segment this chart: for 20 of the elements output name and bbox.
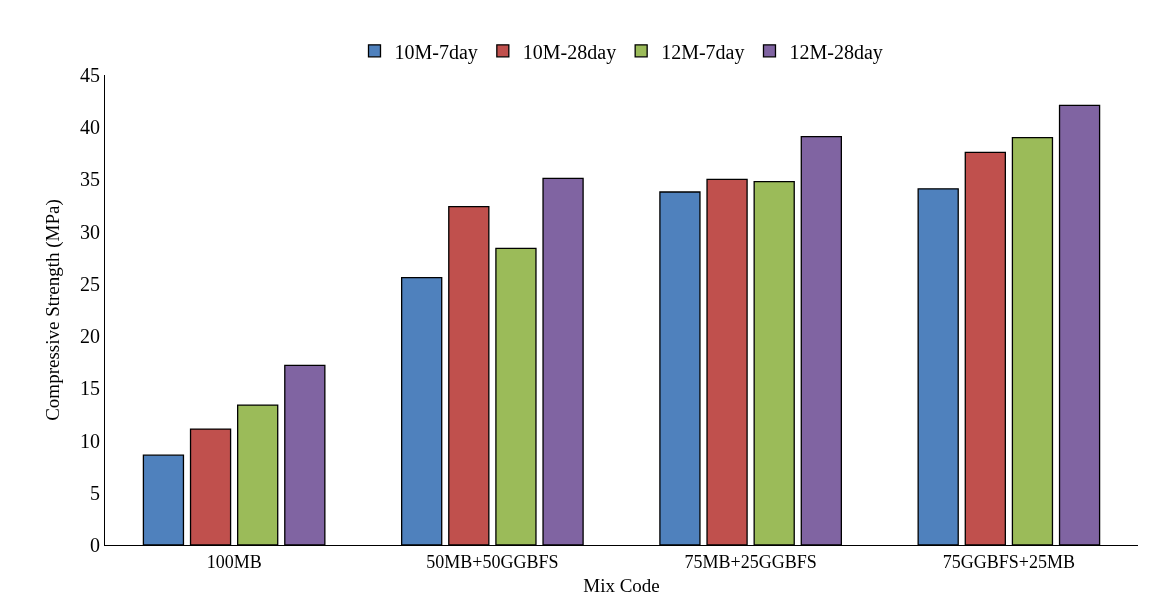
legend-label: 10M-28day <box>522 40 617 64</box>
y-tick-label: 5 <box>90 481 100 504</box>
y-tick-label: 10 <box>80 429 100 452</box>
y-tick-label: 30 <box>80 220 100 243</box>
legend-label: 12M-28day <box>789 40 883 64</box>
y-tick-label: 0 <box>90 534 100 556</box>
y-axis-title: Compressive Strength (MPa) <box>41 199 64 421</box>
y-tick-label: 35 <box>80 168 100 191</box>
y-tick-label: 25 <box>80 272 100 295</box>
legend-label: 10M-7day <box>394 40 478 64</box>
y-tick-label: 15 <box>80 377 100 400</box>
x-tick-label: 75MB+25GGBFS <box>684 551 817 572</box>
legend-label: 12M-7day <box>661 40 745 64</box>
x-tick-label: 100MB <box>206 551 262 572</box>
y-tick-label: 40 <box>80 116 100 139</box>
x-tick-label: 50MB+50GGBFS <box>426 551 559 572</box>
y-tick-label: 20 <box>80 325 100 348</box>
x-axis-title: Mix Code <box>583 575 660 597</box>
y-tick-label: 45 <box>80 64 100 86</box>
x-tick-label: 75GGBFS+25MB <box>942 551 1075 572</box>
